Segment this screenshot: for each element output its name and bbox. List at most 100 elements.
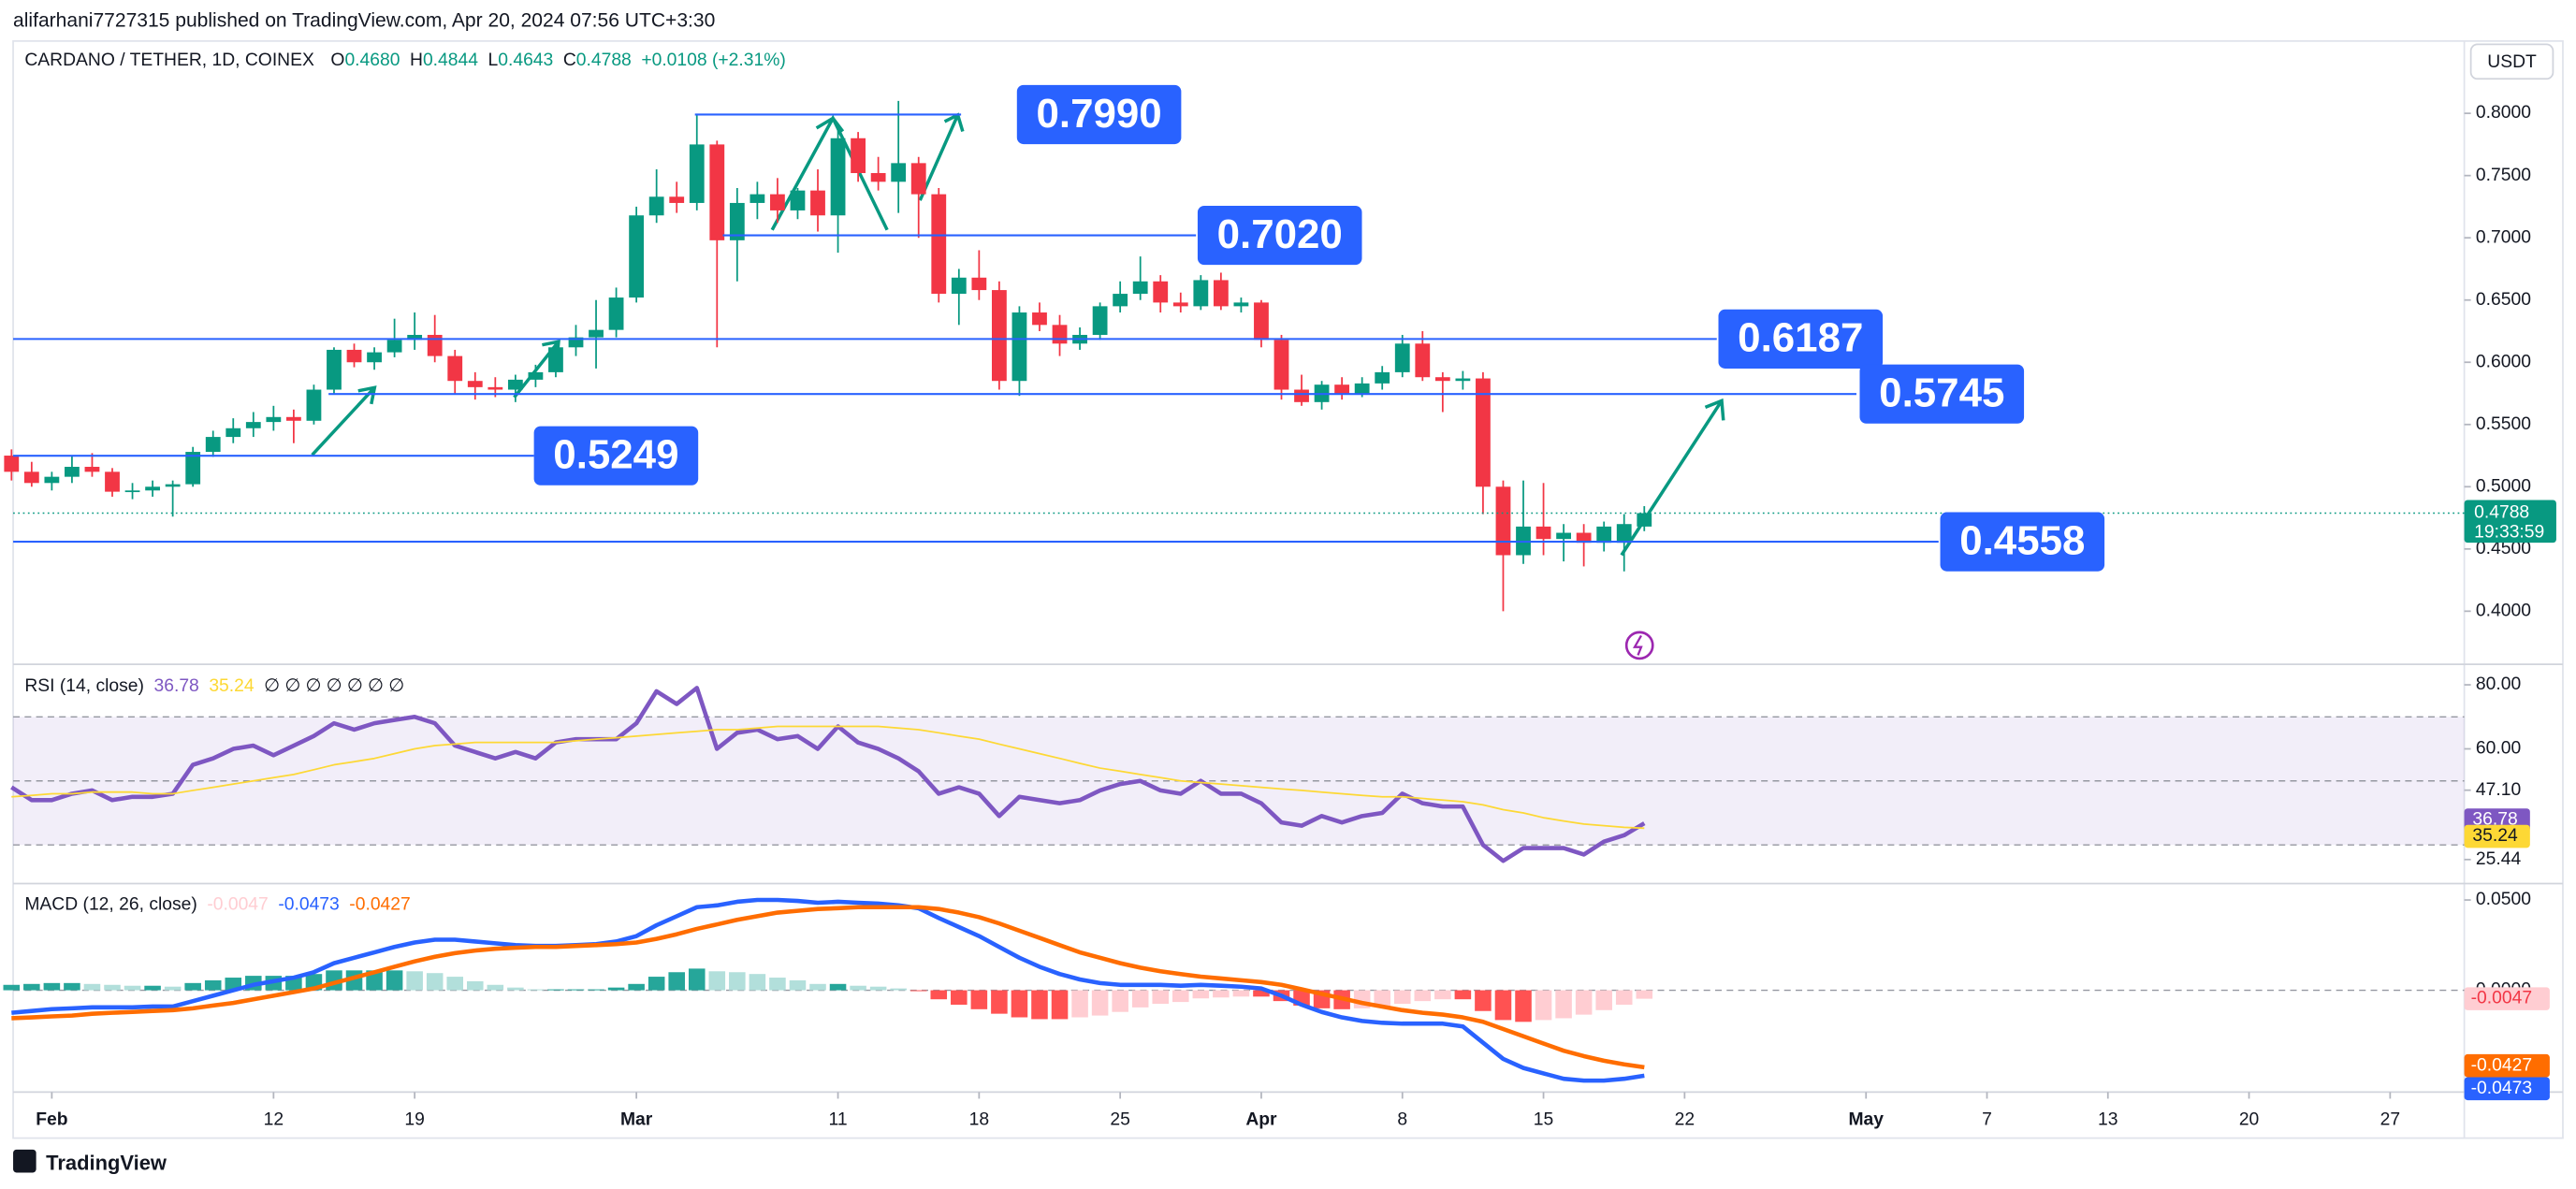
candle-body xyxy=(1375,371,1390,384)
level-box xyxy=(533,426,699,486)
candle-body xyxy=(1213,280,1229,307)
candle-body xyxy=(951,277,967,295)
legend-key: H xyxy=(410,51,423,70)
x-tick-label: 20 xyxy=(2239,1109,2259,1129)
macd-histogram-bar xyxy=(789,979,807,991)
y-tick-label: 60.00 xyxy=(2476,739,2521,759)
macd-histogram-bar xyxy=(1535,990,1552,1021)
macd-histogram-bar xyxy=(466,980,484,991)
macd-histogram-bar xyxy=(1555,990,1572,1019)
candle-body xyxy=(1193,280,1209,307)
legend-value: 0.4643 xyxy=(498,51,553,70)
last-price-box xyxy=(2464,500,2556,544)
x-tick-label: 15 xyxy=(1534,1109,1553,1129)
candle-body xyxy=(1495,486,1511,556)
candle-body xyxy=(1434,377,1450,382)
candle-body xyxy=(386,340,402,353)
macd-value-label: -0.0047 xyxy=(2471,989,2532,1008)
macd-histogram-bar xyxy=(1031,990,1048,1020)
x-tick-label: 11 xyxy=(829,1109,848,1129)
y-tick-label: 0.5000 xyxy=(2476,476,2531,496)
candle-body xyxy=(830,138,846,216)
macd-histogram-bar xyxy=(144,985,161,991)
y-tick-label: 0.8000 xyxy=(2476,103,2531,123)
candle-body xyxy=(105,471,120,492)
macd-histogram-bar xyxy=(890,988,907,991)
macd-histogram-bar xyxy=(1454,990,1472,1000)
candle-body xyxy=(689,144,705,203)
y-tick-label: 0.4000 xyxy=(2476,601,2531,620)
plot-layer xyxy=(4,100,1939,612)
macd-histogram-bar xyxy=(607,987,625,991)
candle-body xyxy=(1052,325,1068,344)
y-tick-label: 0.0500 xyxy=(2476,890,2531,909)
macd-histogram-bar xyxy=(729,972,746,991)
candle-body xyxy=(1153,281,1169,303)
event-icon-bolt xyxy=(1632,634,1643,656)
candle-body xyxy=(306,389,322,421)
x-tick-label: 25 xyxy=(1110,1109,1129,1129)
macd-histogram-bar xyxy=(184,982,201,991)
macd-value-box xyxy=(2464,1077,2550,1101)
publisher: alifarhani7727315 published on TradingVi… xyxy=(13,9,715,31)
macd-histogram-bar xyxy=(164,986,182,991)
macd-histogram-bar xyxy=(869,986,887,991)
candle-body xyxy=(1637,513,1652,527)
currency-button[interactable] xyxy=(2469,43,2554,80)
level-box xyxy=(1016,84,1182,145)
x-tick-label: 27 xyxy=(2380,1109,2400,1129)
macd-histogram-bar xyxy=(1515,990,1532,1022)
y-tick-label: 80.00 xyxy=(2476,674,2521,694)
macd-legend: MACD (12, 26, close) -0.0047 -0.0473 -0.042… xyxy=(24,894,410,914)
macd-histogram-bar xyxy=(1091,990,1109,1016)
candle-body xyxy=(548,347,563,372)
candle-body xyxy=(44,476,60,484)
candle-body xyxy=(910,163,926,195)
macd-value-box xyxy=(2464,987,2550,1010)
level-box xyxy=(1940,512,2105,572)
candle-body xyxy=(23,471,39,484)
level-label: 0.7990 xyxy=(1036,91,1161,137)
macd-histogram-bar xyxy=(547,989,564,991)
macd-histogram-bar xyxy=(1232,990,1250,997)
macd-histogram-bar xyxy=(1494,990,1512,1021)
currency[interactable]: USDT xyxy=(2487,52,2537,72)
macd-histogram-bar xyxy=(1393,990,1411,1005)
legend-value: 0.4680 xyxy=(344,51,400,70)
legend-key: O xyxy=(330,51,344,70)
level-label: 0.4558 xyxy=(1959,517,2085,563)
macd-histogram-bar xyxy=(1071,990,1088,1018)
macd-histogram-bar xyxy=(769,978,786,991)
candle-body xyxy=(467,381,483,387)
candle-body xyxy=(205,437,221,453)
rsi-title: RSI (14, close) xyxy=(24,676,144,696)
macd-histogram-bar xyxy=(1595,990,1612,1010)
macd-line xyxy=(11,897,1645,1083)
macd-histogram-bar xyxy=(1475,990,1492,1011)
candle-body xyxy=(346,349,362,363)
candle-body xyxy=(1576,532,1592,544)
macd-legend-value: -0.0047 xyxy=(207,894,268,914)
y-tick-label: 0.7500 xyxy=(2476,166,2531,185)
macd-histogram-bar xyxy=(527,989,545,991)
level-box xyxy=(1197,205,1362,266)
x-tick-label: Apr xyxy=(1245,1109,1277,1129)
rsi-value-label: 35.24 xyxy=(2472,826,2518,846)
macd-histogram-bar xyxy=(930,990,948,1000)
macd-histogram-bar xyxy=(406,971,423,991)
countdown: 19:33:59 xyxy=(2474,523,2544,543)
macd-value-label: -0.0427 xyxy=(2471,1055,2532,1075)
event-icon[interactable] xyxy=(1624,631,1654,660)
macd-histogram-bar xyxy=(1636,990,1653,999)
rsi-ma-line xyxy=(11,725,1645,830)
y-tick-label: 0.5500 xyxy=(2476,414,2531,434)
candle-body xyxy=(528,371,544,380)
macd-histogram-bar xyxy=(648,977,665,991)
x-tick-label: Mar xyxy=(620,1109,653,1129)
candle-body xyxy=(870,173,886,182)
arrow xyxy=(1620,398,1725,557)
x-tick-label: Feb xyxy=(36,1109,67,1129)
candle-body xyxy=(1354,383,1370,394)
x-tick-label: 18 xyxy=(969,1109,989,1129)
